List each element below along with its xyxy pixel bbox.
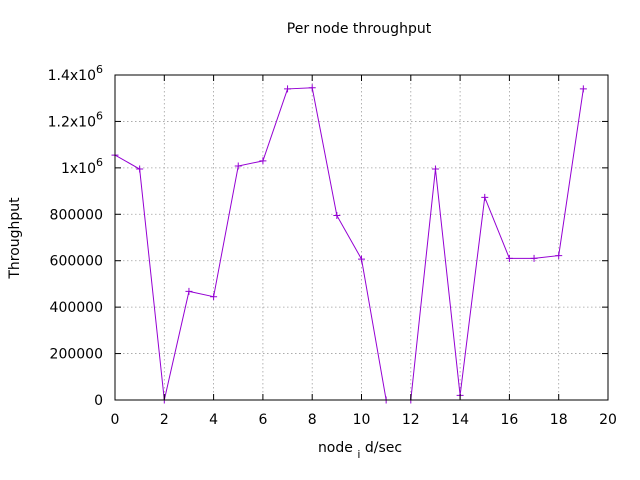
data-point [136, 165, 144, 173]
y-axis-label: Throughput [7, 197, 23, 280]
x-tick-label: 20 [599, 412, 617, 428]
y-tick-label: 1.2x106 [48, 109, 103, 130]
x-tick-label: 8 [308, 412, 317, 428]
data-point [308, 84, 316, 92]
data-point [555, 252, 563, 260]
y-tick-label: 800000 [50, 207, 103, 223]
x-tick-label: 0 [111, 412, 120, 428]
data-point [481, 193, 489, 201]
y-tick-label: 400000 [50, 300, 103, 316]
y-tick-label: 600000 [50, 254, 103, 270]
x-tick-label: 18 [550, 412, 568, 428]
data-point [210, 293, 218, 301]
x-tick-label: 16 [500, 412, 518, 428]
y-axis: 0 200000 400000 600000 800000 1x106 1.2x106 1.4… [48, 63, 608, 409]
x-axis-label: node i d/sec [318, 440, 402, 461]
data-point [431, 165, 439, 173]
y-tick-label: 0 [94, 393, 103, 409]
y-tick-label: 200000 [50, 347, 103, 363]
y-tick-label: 1x106 [61, 156, 103, 177]
data-point [234, 162, 242, 170]
series-line [114, 87, 584, 401]
data-point [333, 211, 341, 219]
data-point [530, 254, 538, 262]
x-tick-label: 6 [258, 412, 267, 428]
data-point [284, 85, 292, 93]
data-point [259, 157, 267, 165]
x-tick-label: 12 [402, 412, 420, 428]
chart-title: Per node throughput [287, 21, 432, 37]
x-tick-label: 2 [160, 412, 169, 428]
data-point [358, 255, 365, 263]
data-point [579, 85, 587, 93]
x-tick-label: 10 [353, 412, 371, 428]
x-tick-label: 4 [209, 412, 218, 428]
x-axis: 0 2 4 6 8 10 12 14 16 18 20 [111, 75, 617, 428]
grid [115, 75, 608, 400]
x-tick-label: 14 [451, 412, 469, 428]
series-layer [111, 84, 587, 404]
data-point [185, 287, 193, 295]
y-tick-label: 1.4x106 [48, 63, 103, 84]
data-point [505, 254, 513, 262]
